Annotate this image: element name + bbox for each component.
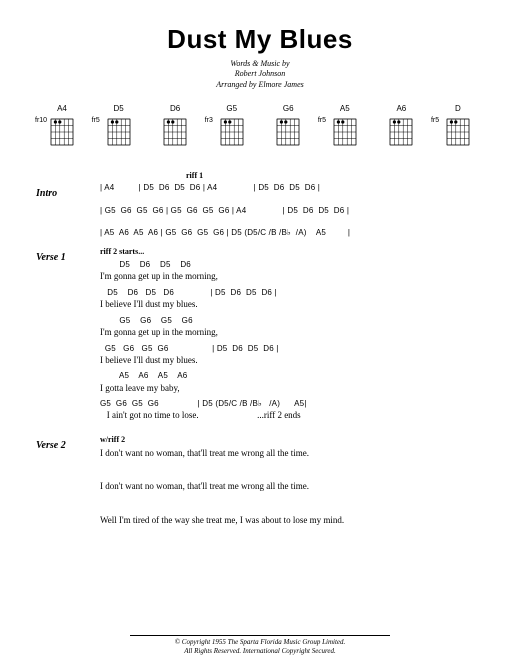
- lyric-line: I ain't got no time to lose. ...riff 2 e…: [100, 409, 484, 422]
- chord-line: | A5 A6 A5 A6 | G5 G6 G5 G6 | D5 (D5/C /…: [100, 227, 484, 238]
- riff1-label: riff 1: [186, 171, 484, 180]
- byline-2: Robert Johnson: [235, 69, 285, 78]
- lyric-line: I don't want no woman, that'll treat me …: [100, 480, 484, 493]
- byline-1: Words & Music by: [230, 59, 289, 68]
- intro-body: | A4 | D5 D6 D5 D6 | A4 | D5 D6 D5 D6 | …: [100, 182, 484, 238]
- chord-line: G5 G6 G5 G6 | D5 D6 D5 D6 |: [100, 343, 484, 354]
- chord-line: [100, 216, 484, 227]
- chord-name: D6: [170, 104, 180, 113]
- chord-box: A6: [381, 104, 421, 147]
- chord-box: G6: [268, 104, 308, 147]
- lyric-line: I'm gonna get up in the morning,: [100, 270, 484, 283]
- chord-diagram: [273, 115, 303, 147]
- verse2-section: Verse 2 w/riff 2 I don't want no woman, …: [36, 434, 484, 530]
- chord-diagram: fr5: [443, 115, 473, 147]
- verse2-note: w/riff 2: [100, 434, 484, 445]
- chord-diagram: fr5: [104, 115, 134, 147]
- fret-label: fr5: [431, 117, 439, 124]
- chord-box: A4 fr10: [42, 104, 82, 147]
- chord-diagram: [160, 115, 190, 147]
- chord-diagrams: A4 fr10 D5 fr5 D6 G5 fr3 G6: [42, 104, 478, 147]
- lyric-line: I gotta leave my baby,: [100, 382, 484, 395]
- chord-diagram: fr5: [330, 115, 360, 147]
- chord-box: D5 fr5: [99, 104, 139, 147]
- fret-label: fr5: [92, 117, 100, 124]
- lyric-line: I believe I'll dust my blues.: [100, 354, 484, 367]
- lyric-line: I don't want no woman, that'll treat me …: [100, 447, 484, 460]
- chord-name: A5: [340, 104, 350, 113]
- chord-box: D6: [155, 104, 195, 147]
- chord-diagram: [386, 115, 416, 147]
- copyright-1: © Copyright 1955 The Sparta Florida Musi…: [175, 638, 346, 646]
- riff2-label: riff 2 starts...: [100, 246, 484, 257]
- chord-diagram: fr3: [217, 115, 247, 147]
- chord-name: G6: [283, 104, 294, 113]
- chord-box: A5 fr5: [325, 104, 365, 147]
- verse1-label: Verse 1: [36, 246, 100, 426]
- verse2-label: Verse 2: [36, 434, 100, 530]
- verse2-body: w/riff 2 I don't want no woman, that'll …: [100, 434, 484, 530]
- lyric-line: I'm gonna get up in the morning,: [100, 326, 484, 339]
- chord-line: | G5 G6 G5 G6 | G5 G6 G5 G6 | A4 | D5 D6…: [100, 205, 484, 216]
- chord-name: G5: [226, 104, 237, 113]
- chord-line: G5 G6 G5 G6: [100, 315, 484, 326]
- verse1-body: riff 2 starts... D5 D6 D5 D6I'm gonna ge…: [100, 246, 484, 426]
- song-title: Dust My Blues: [36, 24, 484, 55]
- copyright-2: All Rights Reserved. International Copyr…: [184, 647, 336, 655]
- fret-label: fr5: [318, 117, 326, 124]
- chord-name: D: [455, 104, 461, 113]
- byline: Words & Music by Robert Johnson Arranged…: [36, 59, 484, 90]
- chord-name: A6: [396, 104, 406, 113]
- intro-section: Intro | A4 | D5 D6 D5 D6 | A4 | D5 D6 D5…: [36, 182, 484, 238]
- chord-line: | A4 | D5 D6 D5 D6 | A4 | D5 D6 D5 D6 |: [100, 182, 484, 193]
- chord-diagram: fr10: [47, 115, 77, 147]
- chord-name: A4: [57, 104, 67, 113]
- lyric-line: [100, 464, 484, 477]
- chord-line: A5 A6 A5 A6: [100, 370, 484, 381]
- chord-line: D5 D6 D5 D6 | D5 D6 D5 D6 |: [100, 287, 484, 298]
- intro-label: Intro: [36, 182, 100, 238]
- chord-box: D fr5: [438, 104, 478, 147]
- verse1-section: Verse 1 riff 2 starts... D5 D6 D5 D6I'm …: [36, 246, 484, 426]
- lyric-line: Well I'm tired of the way she treat me, …: [100, 514, 484, 527]
- copyright: © Copyright 1955 The Sparta Florida Musi…: [0, 635, 520, 656]
- lyric-line: [100, 497, 484, 510]
- fret-label: fr3: [205, 117, 213, 124]
- chord-line: D5 D6 D5 D6: [100, 259, 484, 270]
- chord-box: G5 fr3: [212, 104, 252, 147]
- byline-3: Arranged by Elmore James: [216, 80, 303, 89]
- fret-label: fr10: [35, 117, 47, 124]
- chord-line: [100, 193, 484, 204]
- chord-name: D5: [113, 104, 123, 113]
- chord-line: G5 G6 G5 G6 | D5 (D5/C /B /B♭ /A) A5|: [100, 398, 484, 409]
- lyric-line: I believe I'll dust my blues.: [100, 298, 484, 311]
